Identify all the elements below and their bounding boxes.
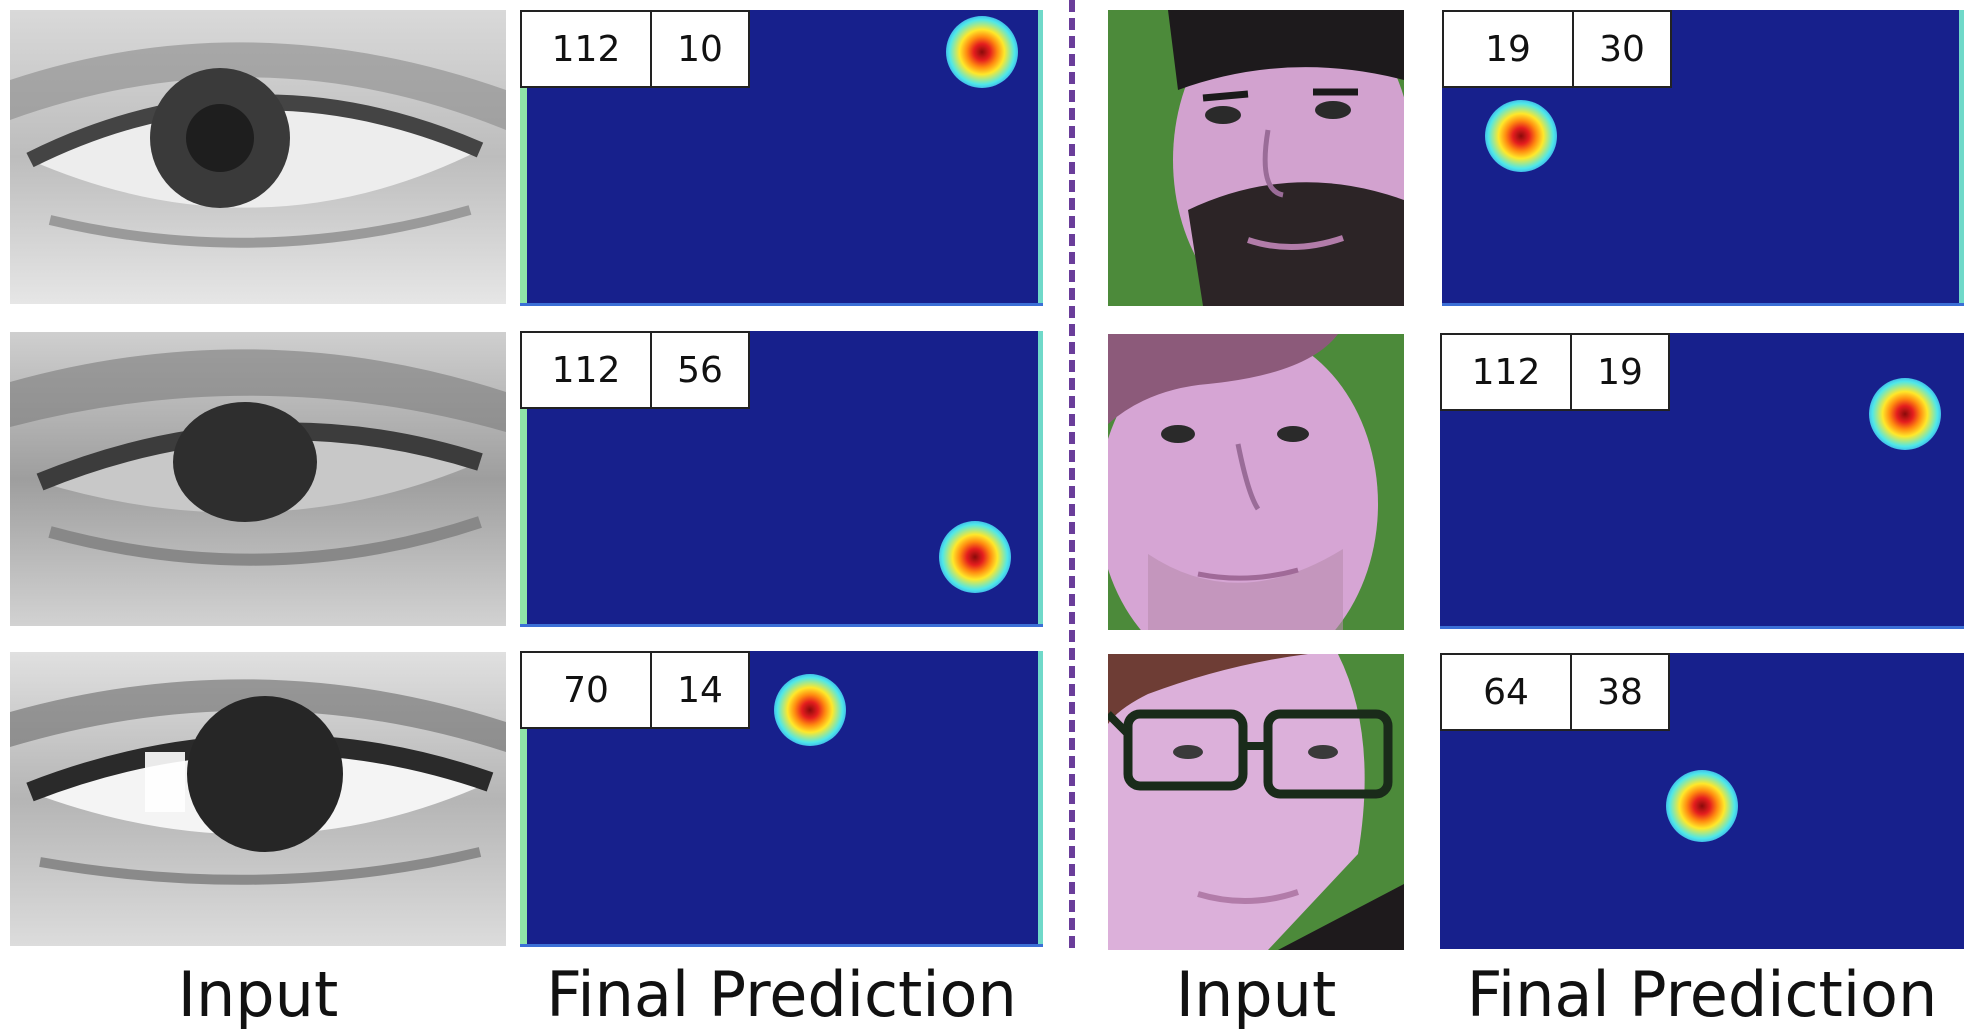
gaze-hotspot (774, 674, 846, 746)
panel-divider (1069, 0, 1075, 948)
gaze-coordinate-box: 64 38 (1440, 653, 1670, 731)
heatmap-edge (1038, 331, 1043, 627)
heatmap-edge (520, 331, 527, 627)
gaze-y-value: 56 (677, 349, 723, 391)
heatmap-edge (1038, 651, 1043, 947)
caption-left-input: Input (177, 958, 339, 1031)
gaze-coordinate-box: 70 14 (520, 651, 750, 729)
eye-input-image-3 (10, 652, 506, 946)
heatmap-edge (1442, 303, 1964, 306)
gaze-hotspot (1485, 100, 1557, 172)
face-input-image-3 (1108, 654, 1404, 950)
prediction-heatmap-6: 64 38 (1440, 653, 1964, 949)
heatmap-edge (1440, 626, 1964, 629)
heatmap-edge (1038, 10, 1043, 306)
gaze-hotspot (1666, 770, 1738, 842)
caption-right-prediction: Final Prediction (1466, 958, 1938, 1031)
gaze-hotspot (946, 16, 1018, 88)
prediction-heatmap-2: 112 56 (520, 331, 1043, 627)
gaze-y-value: 14 (677, 669, 723, 711)
heatmap-edge (520, 624, 1043, 627)
gaze-x-value: 112 (1442, 335, 1572, 409)
prediction-heatmap-4: 19 30 (1442, 10, 1964, 306)
gaze-x-value: 112 (522, 12, 652, 86)
prediction-heatmap-1: 112 10 (520, 10, 1043, 306)
gaze-coordinate-box: 112 19 (1440, 333, 1670, 411)
gaze-x-value: 112 (522, 333, 652, 407)
gaze-y-value: 19 (1597, 351, 1643, 393)
gaze-hotspot (939, 521, 1011, 593)
heatmap-edge (520, 303, 1043, 306)
gaze-coordinate-box: 112 10 (520, 10, 750, 88)
eye-input-image-1 (10, 10, 506, 304)
heatmap-edge (520, 944, 1043, 947)
heatmap-edge (520, 10, 527, 306)
gaze-x-value: 64 (1442, 655, 1572, 729)
gaze-y-value: 10 (677, 28, 723, 70)
gaze-x-value: 19 (1444, 12, 1574, 86)
gaze-x-value: 70 (522, 653, 652, 727)
gaze-hotspot (1869, 378, 1941, 450)
prediction-heatmap-3: 70 14 (520, 651, 1043, 947)
heatmap-edge (520, 651, 527, 947)
eye-input-image-2 (10, 332, 506, 626)
gaze-coordinate-box: 112 56 (520, 331, 750, 409)
prediction-heatmap-5: 112 19 (1440, 333, 1964, 629)
gaze-y-value: 30 (1599, 28, 1645, 70)
caption-left-prediction: Final Prediction (546, 958, 1017, 1031)
face-input-image-1 (1108, 10, 1404, 306)
gaze-y-value: 38 (1597, 671, 1643, 713)
heatmap-edge (1959, 10, 1964, 306)
caption-right-input: Input (1175, 958, 1337, 1031)
face-input-image-2 (1108, 334, 1404, 630)
gaze-coordinate-box: 19 30 (1442, 10, 1672, 88)
